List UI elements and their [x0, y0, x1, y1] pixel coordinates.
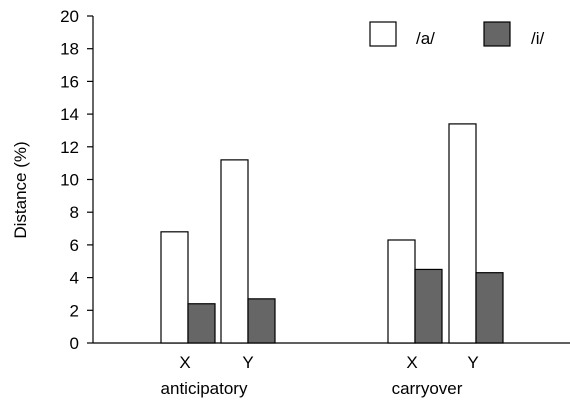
- y-axis-title: Distance (%): [11, 141, 30, 238]
- y-tick-label: 18: [60, 40, 79, 59]
- x-category-label: X: [406, 353, 417, 372]
- bar-i: [475, 272, 504, 344]
- y-tick-label: 10: [60, 171, 79, 190]
- legend-label: /a/: [416, 29, 435, 48]
- legend-label: /i/: [531, 29, 545, 48]
- x-group-label: anticipatory: [161, 379, 248, 398]
- x-category-label: Y: [467, 353, 478, 372]
- bar-i: [247, 298, 276, 344]
- y-tick-label: 12: [60, 138, 79, 157]
- y-tick-label: 14: [60, 105, 79, 124]
- legend-swatch: [483, 21, 511, 47]
- legend: /a/ /i/: [369, 21, 545, 48]
- bar-a: [448, 123, 477, 344]
- y-tick-label: 6: [70, 236, 79, 255]
- y-tick-label: 16: [60, 72, 79, 91]
- bar-a: [387, 239, 416, 344]
- axes: 0 2 4 6 8 10 12 14 16 18 20: [60, 7, 570, 353]
- bars: [160, 123, 504, 344]
- x-category-label: Y: [242, 353, 253, 372]
- bar-a: [160, 231, 189, 344]
- y-tick-label: 4: [70, 269, 79, 288]
- bar-i: [414, 268, 443, 344]
- bar-i: [187, 303, 216, 344]
- bar-a: [220, 159, 249, 344]
- x-category-label: X: [179, 353, 190, 372]
- legend-swatch: [369, 21, 397, 47]
- y-tick-label: 2: [70, 301, 79, 320]
- y-tick-label: 8: [70, 203, 79, 222]
- y-tick-label: 0: [70, 334, 79, 353]
- x-group-label: carryover: [392, 379, 463, 398]
- y-tick-label: 20: [60, 7, 79, 26]
